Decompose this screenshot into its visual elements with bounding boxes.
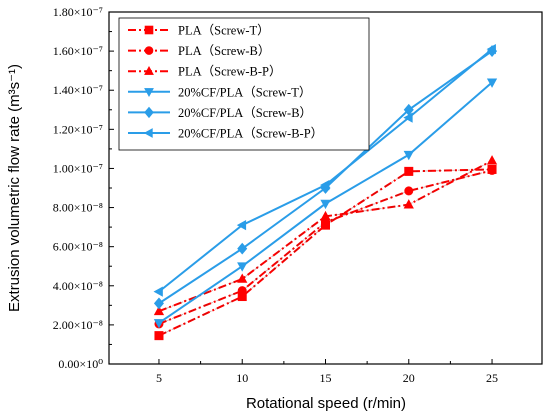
y-tick-label: 1.00×10⁻⁷	[53, 161, 103, 175]
x-tick-label: 25	[486, 371, 498, 385]
data-point	[486, 44, 496, 55]
data-point	[320, 210, 331, 221]
y-tick-label: 1.40×10⁻⁷	[53, 83, 103, 97]
data-point	[404, 186, 414, 196]
series-markers	[153, 44, 498, 341]
data-point	[403, 150, 414, 161]
data-point	[144, 88, 154, 98]
legend-label: PLA（Screw-B）	[178, 44, 270, 58]
y-tick-label: 8.00×10⁻⁸	[53, 201, 103, 215]
y-tick-label: 1.80×10⁻⁷	[53, 5, 103, 19]
data-point	[236, 220, 247, 231]
data-point	[320, 199, 331, 210]
y-tick-label: 1.20×10⁻⁷	[53, 122, 103, 136]
series-line-overlay	[158, 168, 493, 337]
data-point	[486, 155, 498, 165]
data-point	[237, 262, 248, 272]
data-point	[143, 128, 153, 138]
data-point	[487, 165, 497, 175]
data-point	[403, 199, 414, 209]
y-tick-labels: 0.00×10⁰ 2.00×10⁻⁸ 4.00×10⁻⁸ 6.00×10⁻⁸ 8.00×…	[53, 5, 103, 371]
data-point	[237, 242, 248, 255]
x-tick-labels: 5 10 15 20 25	[156, 371, 498, 385]
y-tick-label: 2.00×10⁻⁸	[53, 318, 103, 332]
data-point	[237, 273, 248, 283]
data-point	[153, 297, 164, 310]
legend-label: 20%CF/PLA（Screw-B-P）	[178, 127, 323, 141]
y-tick-label: 1.60×10⁻⁷	[53, 44, 103, 58]
data-point	[320, 179, 330, 191]
legend-label: 20%CF/PLA（Screw-B）	[178, 106, 312, 120]
data-point	[153, 305, 165, 316]
y-tick-label: 0.00×10⁰	[58, 357, 103, 371]
legend-label: 20%CF/PLA（Screw-T）	[178, 85, 311, 99]
data-point	[153, 319, 165, 329]
data-point	[237, 286, 247, 296]
x-tick-label: 5	[156, 371, 162, 385]
data-point	[144, 46, 154, 55]
legend: PLA（Screw-T） PLA（Screw-B） PLA（Screw-B-P） 20…	[118, 17, 370, 151]
data-point	[153, 286, 163, 297]
data-point	[144, 106, 154, 119]
x-axis-title: Rotational speed (r/min)	[246, 395, 406, 412]
data-point	[486, 78, 498, 88]
data-point	[144, 65, 154, 75]
y-axis-title: Extrusion volumetric flow rate (m³s⁻¹)	[6, 64, 23, 312]
legend-label: PLA（Screw-B-P）	[178, 65, 281, 79]
y-tick-label: 4.00×10⁻⁸	[53, 279, 103, 293]
data-point	[404, 166, 414, 176]
legend-box	[118, 17, 370, 151]
data-point	[144, 25, 154, 35]
y-tick-label: 6.00×10⁻⁸	[53, 240, 103, 254]
data-point	[154, 331, 164, 341]
x-tick-label: 15	[320, 371, 332, 385]
x-tick-label: 20	[403, 371, 415, 385]
legend-label: PLA（Screw-T）	[178, 24, 270, 38]
axis-ticks	[109, 11, 493, 365]
data-point	[403, 112, 413, 123]
x-tick-label: 10	[236, 371, 248, 385]
